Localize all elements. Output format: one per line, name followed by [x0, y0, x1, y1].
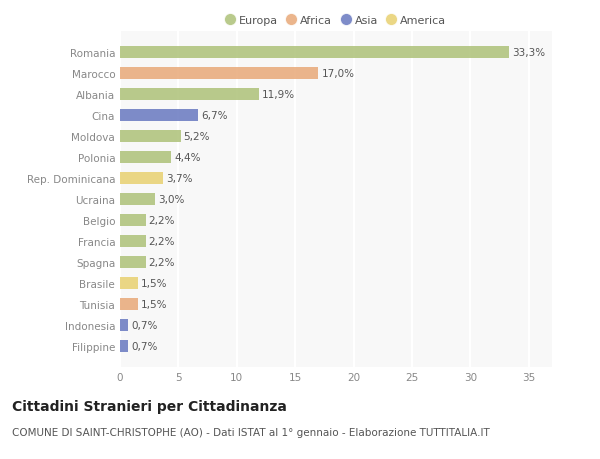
Text: 11,9%: 11,9% — [262, 90, 295, 100]
Text: 6,7%: 6,7% — [201, 111, 227, 121]
Bar — [120, 89, 259, 101]
Text: 1,5%: 1,5% — [140, 279, 167, 288]
Bar — [120, 236, 146, 247]
Bar — [120, 341, 128, 352]
Legend: Europa, Africa, Asia, America: Europa, Africa, Asia, America — [221, 11, 451, 30]
Text: 1,5%: 1,5% — [140, 299, 167, 309]
Text: 4,4%: 4,4% — [174, 153, 201, 163]
Text: 2,2%: 2,2% — [149, 216, 175, 225]
Bar — [120, 257, 146, 268]
Text: 0,7%: 0,7% — [131, 320, 157, 330]
Bar — [120, 47, 509, 59]
Bar — [120, 319, 128, 331]
Text: 17,0%: 17,0% — [322, 69, 355, 79]
Bar — [120, 68, 319, 80]
Text: 2,2%: 2,2% — [149, 236, 175, 246]
Text: 3,0%: 3,0% — [158, 195, 184, 205]
Bar — [120, 152, 172, 163]
Text: 0,7%: 0,7% — [131, 341, 157, 351]
Text: COMUNE DI SAINT-CHRISTOPHE (AO) - Dati ISTAT al 1° gennaio - Elaborazione TUTTIT: COMUNE DI SAINT-CHRISTOPHE (AO) - Dati I… — [12, 427, 490, 437]
Text: 2,2%: 2,2% — [149, 257, 175, 268]
Text: 5,2%: 5,2% — [184, 132, 210, 142]
Bar — [120, 131, 181, 143]
Bar — [120, 110, 198, 122]
Bar — [120, 278, 137, 289]
Text: 33,3%: 33,3% — [512, 48, 545, 58]
Text: Cittadini Stranieri per Cittadinanza: Cittadini Stranieri per Cittadinanza — [12, 399, 287, 413]
Bar — [120, 299, 137, 310]
Bar — [120, 215, 146, 226]
Text: 3,7%: 3,7% — [166, 174, 193, 184]
Bar — [120, 173, 163, 185]
Bar — [120, 194, 155, 206]
